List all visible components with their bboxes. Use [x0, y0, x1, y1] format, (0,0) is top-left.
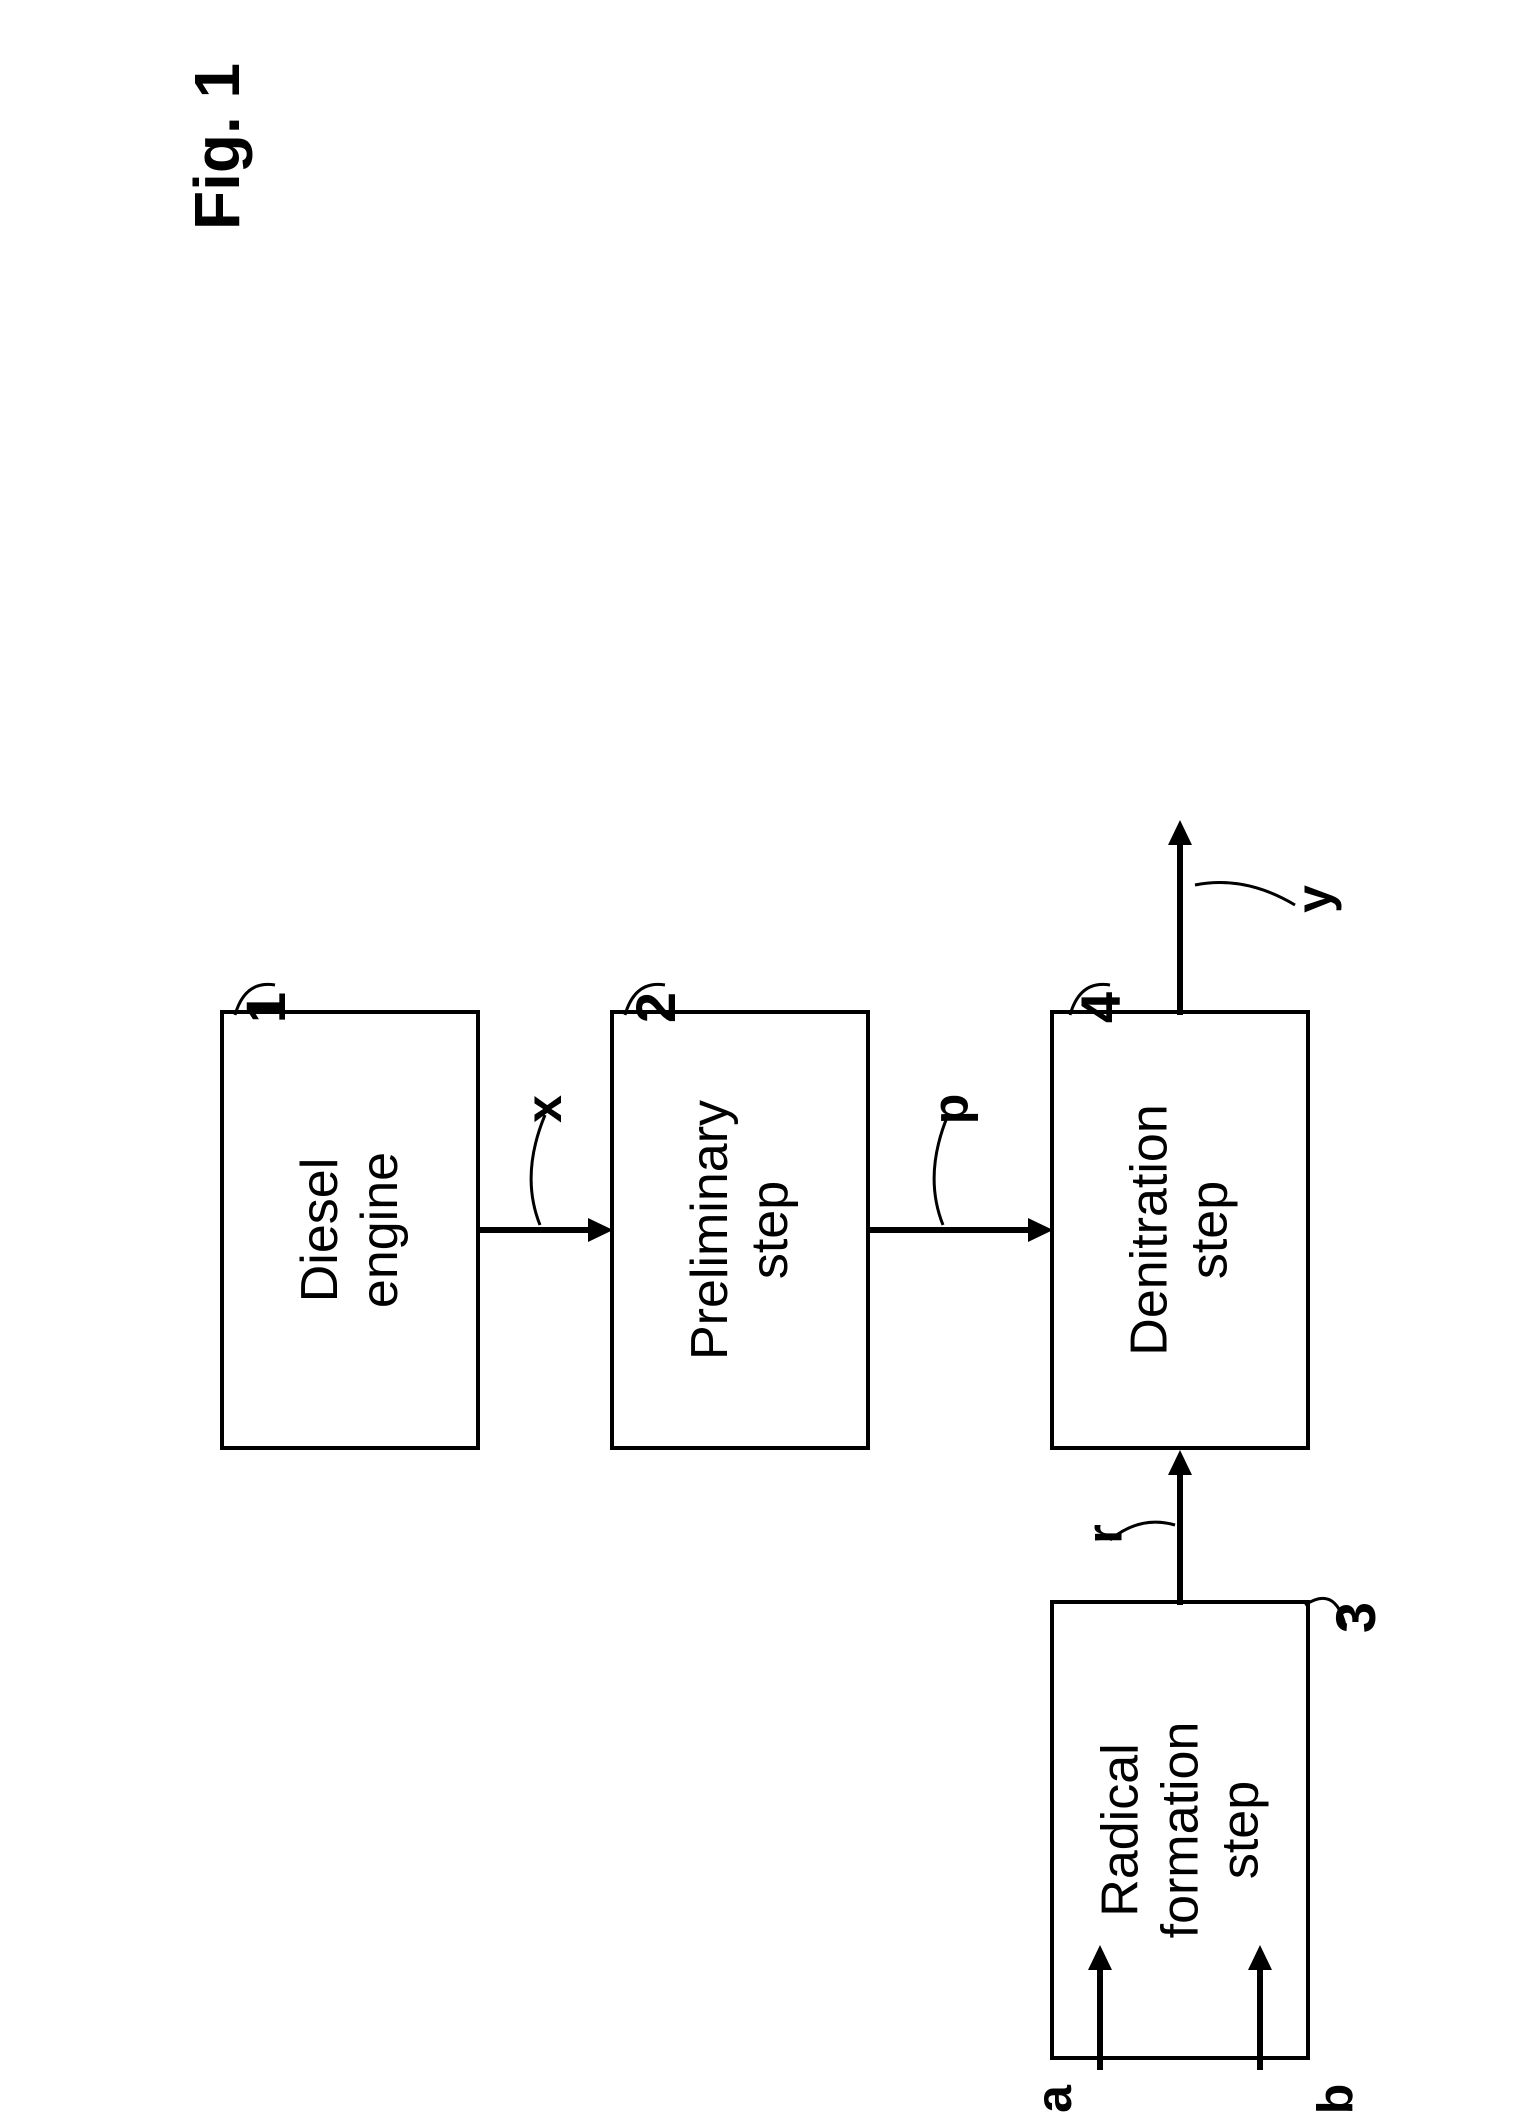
flowchart-container: Fig. 1 Dieselengine 1 Preliminarystep 2 … [0, 0, 1527, 2125]
ref2-connector [620, 970, 680, 1030]
label-p-connector [913, 1105, 973, 1230]
ref3-connector [1300, 1580, 1360, 1640]
label-b: b [1306, 2084, 1364, 2115]
block3-text: Radicalformationstep [1091, 1722, 1269, 1939]
label-a: a [1025, 2085, 1083, 2113]
block2-text: Preliminarystep [681, 1100, 799, 1360]
ref1-connector [230, 970, 290, 1030]
block-preliminary-step: Preliminarystep [610, 1010, 870, 1450]
block1-line1: Dieselengine [291, 1152, 409, 1308]
figure-title: Fig. 1 [180, 63, 254, 230]
block-denitration: Denitrationstep [1050, 1010, 1310, 1450]
ref4-connector [1065, 970, 1125, 1030]
block-diesel-engine: Dieselengine [220, 1010, 480, 1450]
arrow-a [1080, 1940, 1120, 2070]
label-x-connector [510, 1105, 570, 1230]
block4-text: Denitrationstep [1121, 1104, 1239, 1355]
label-r-connector [1100, 1510, 1180, 1560]
label-y-connector [1190, 875, 1305, 925]
arrow-b [1240, 1940, 1280, 2070]
